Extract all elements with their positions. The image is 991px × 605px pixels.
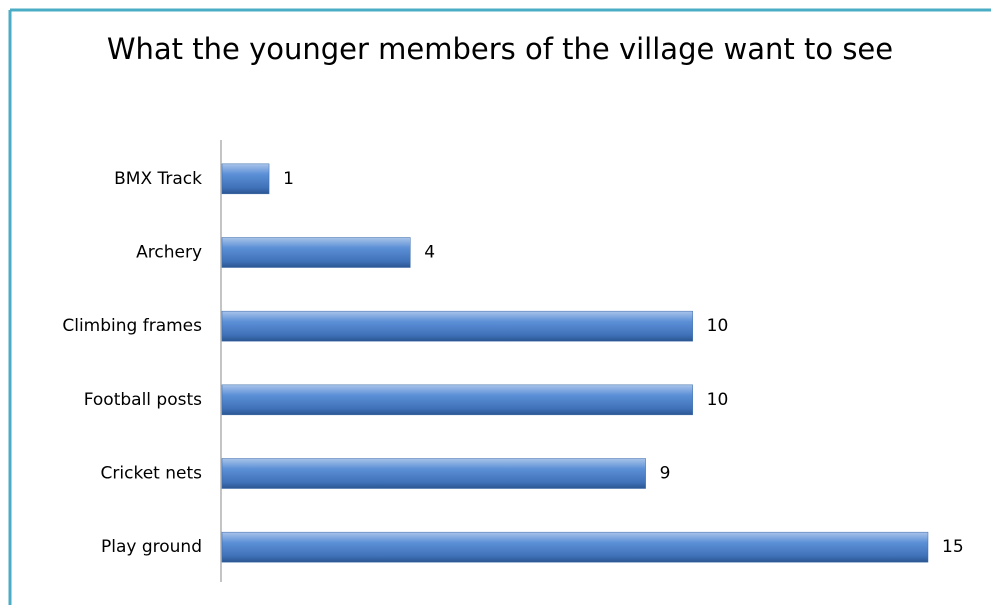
bar — [221, 384, 693, 416]
value-label: 9 — [660, 464, 671, 484]
y-tick-label: Climbing frames — [62, 316, 202, 336]
y-tick-label: Cricket nets — [101, 464, 203, 484]
chart-title: What the younger members of the village … — [106, 32, 894, 66]
value-label: 4 — [424, 243, 435, 263]
y-tick-label: BMX Track — [114, 169, 202, 189]
bar — [221, 310, 693, 342]
bar — [221, 531, 929, 563]
y-tick-label: Play ground — [101, 537, 202, 557]
value-label: 10 — [707, 316, 729, 336]
value-label: 1 — [283, 169, 294, 189]
bar — [221, 237, 411, 268]
bar — [221, 458, 646, 489]
y-tick-label: Archery — [136, 243, 202, 263]
y-tick-label: Football posts — [84, 390, 202, 410]
value-label: 10 — [707, 390, 729, 410]
value-label: 15 — [942, 537, 964, 557]
bar — [221, 163, 270, 195]
